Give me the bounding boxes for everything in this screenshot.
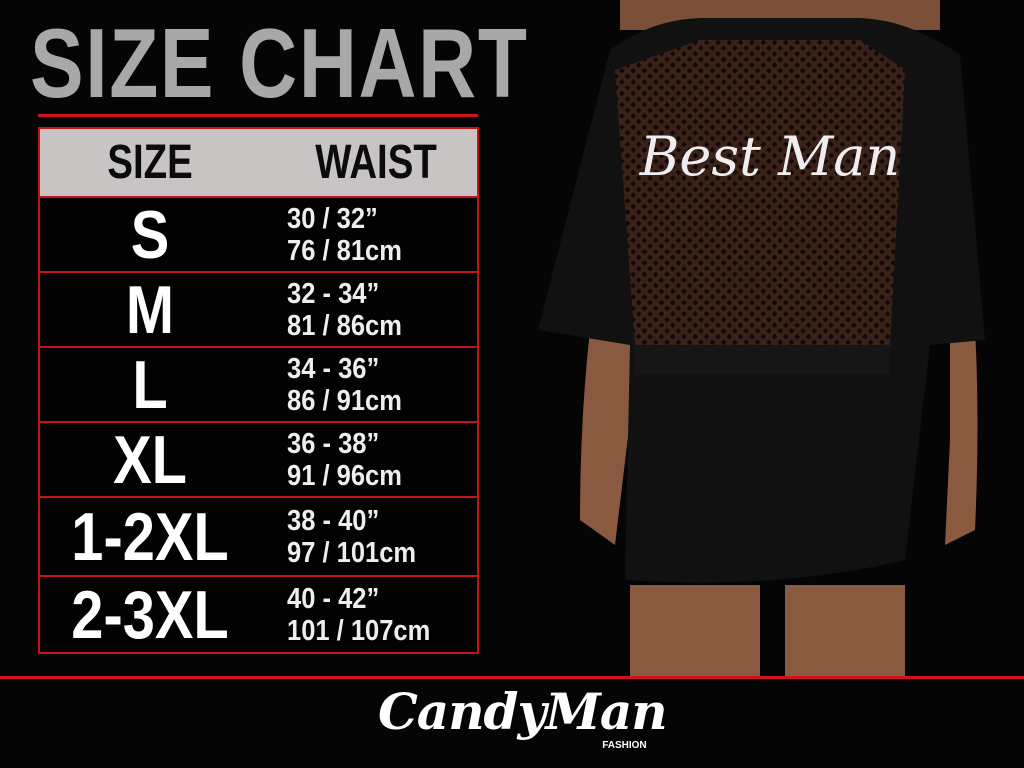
brand-logo-sub: FASHION [602,740,647,751]
waist-inches: 32 - 34” [287,277,380,310]
size-label: 2-3XL [71,576,229,653]
brand: CandyMan FASHION [378,682,668,752]
header-waist: WAIST [315,136,437,189]
waist-inches: 36 - 38” [287,427,380,460]
waist-cm: 76 / 81cm [287,234,402,267]
waist-cm: 81 / 86cm [287,309,402,342]
brand-logo: CandyMan [378,682,668,741]
table-row: S 30 / 32” 76 / 81cm [40,198,477,273]
waist-value: 40 - 42” 101 / 107cm [260,583,450,647]
table-row: 1-2XL 38 - 40” 97 / 101cm [40,498,477,577]
table-row: M 32 - 34” 81 / 86cm [40,273,477,348]
size-label: M [125,271,175,348]
waist-value: 34 - 36” 86 / 91cm [260,353,418,417]
table-row: L 34 - 36” 86 / 91cm [40,348,477,423]
waist-inches: 30 / 32” [287,202,378,235]
page-title: SIZE CHART [30,8,529,118]
waist-value: 30 / 32” 76 / 81cm [260,203,418,267]
size-label: 1-2XL [71,498,229,575]
garment-text: Best Man [639,125,900,188]
waist-cm: 97 / 101cm [287,536,417,569]
waist-cm: 91 / 96cm [287,459,402,492]
waist-inches: 34 - 36” [287,352,380,385]
size-label: XL [113,421,187,498]
divider [38,114,478,117]
waist-value: 38 - 40” 97 / 101cm [260,505,434,569]
size-table: SIZE WAIST S 30 / 32” 76 / 81cm M 32 - 34”… [38,127,479,654]
waist-cm: 86 / 91cm [287,384,402,417]
size-label: S [130,196,170,273]
header-size: SIZE [107,136,193,189]
waist-value: 36 - 38” 91 / 96cm [260,428,418,492]
divider [0,676,1024,679]
table-row: XL 36 - 38” 91 / 96cm [40,423,477,498]
size-label: L [132,346,168,423]
waist-inches: 38 - 40” [287,504,380,537]
waist-inches: 40 - 42” [287,582,380,615]
table-header: SIZE WAIST [40,129,477,198]
table-row: 2-3XL 40 - 42” 101 / 107cm [40,577,477,652]
product-photo: Best Man [520,0,1024,676]
waist-cm: 101 / 107cm [287,614,431,647]
waist-value: 32 - 34” 81 / 86cm [260,278,418,342]
